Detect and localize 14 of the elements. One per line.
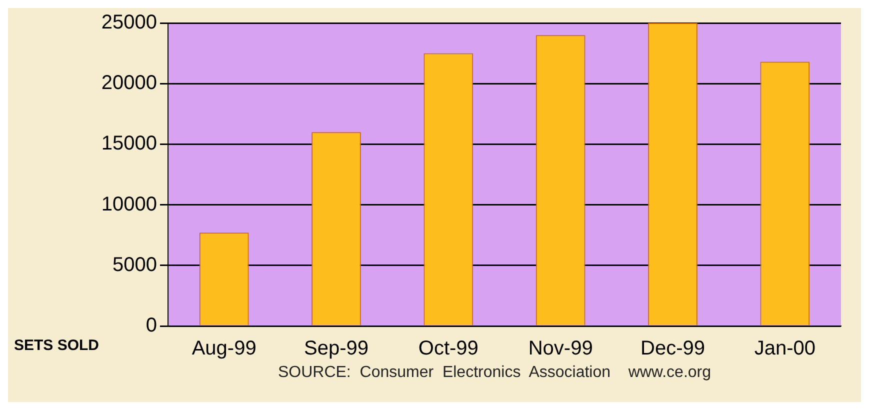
y-tick-label: 0 — [146, 314, 157, 337]
y-tick-label: 25000 — [101, 12, 157, 34]
y-tick-label: 10000 — [101, 193, 157, 216]
x-tick-label: Nov-99 — [528, 338, 593, 360]
x-tick-label: Oct-99 — [418, 338, 478, 360]
x-tick-label: Sep-99 — [304, 338, 368, 360]
source-note: SOURCE: Consumer Electronics Association www.ce.org — [276, 364, 712, 382]
y-tick-label: 15000 — [101, 132, 157, 155]
x-axis-title: SETS SOLD — [14, 337, 100, 354]
y-tick-label: 20000 — [101, 72, 157, 94]
y-tick-label: 5000 — [112, 254, 157, 276]
x-tick-label: Aug-99 — [192, 338, 256, 360]
x-tick-label: Jan-00 — [754, 338, 816, 360]
x-tick-label: Dec-99 — [640, 338, 705, 360]
